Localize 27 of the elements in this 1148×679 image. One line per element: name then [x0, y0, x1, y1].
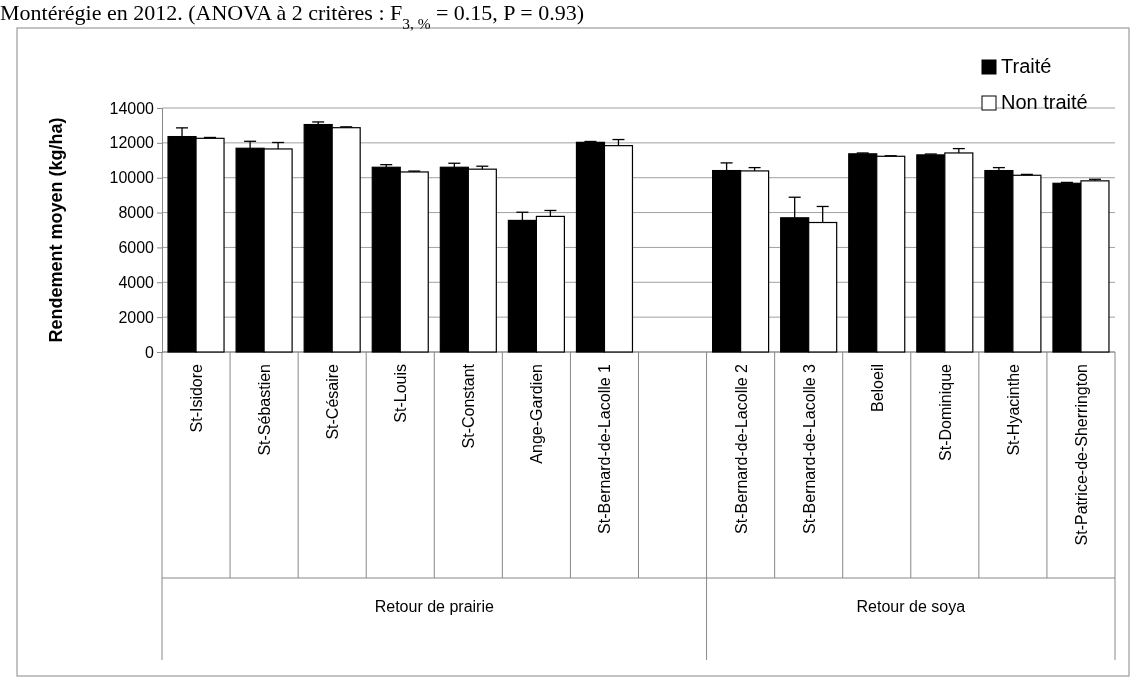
x-tick-label: St-Bernard-de-Lacolle 3 — [800, 363, 818, 534]
text: Retour de soya — [856, 598, 966, 615]
y-tick-label: 6000 — [118, 239, 155, 257]
x-tick-label: St-Hyacinthe — [1004, 363, 1022, 456]
text: Retour de prairie — [374, 598, 494, 615]
x-tick-label: St-Sébastien — [256, 364, 274, 456]
y-tick-label: 4000 — [118, 273, 155, 291]
y-tick-label: 10000 — [109, 169, 155, 187]
y-tick-label: 12000 — [109, 134, 155, 152]
x-tick-label: St-Isidore — [188, 363, 206, 433]
x-tick-label: St-Louis — [392, 364, 410, 423]
x-tick-label: St-Constant — [460, 363, 478, 449]
x-tick-label: St-Bernard-de-Lacolle 2 — [732, 363, 750, 534]
y-tick-label: 14000 — [109, 99, 155, 117]
y-axis-title: Rendement moyen (kg/ha) — [46, 117, 66, 343]
x-tick-label: Ange-Gardien — [528, 364, 546, 464]
y-tick-label: 0 — [145, 343, 155, 361]
y-tick-label: 2000 — [118, 308, 155, 326]
legend-label: Non traité — [1001, 91, 1088, 113]
x-tick-label: St-Bernard-de-Lacolle 1 — [596, 363, 614, 534]
legend-label: Traité — [1001, 55, 1052, 77]
x-tick-label: St-Dominique — [936, 363, 954, 461]
x-tick-label: St-Patrice-de-Sherrington — [1072, 364, 1090, 546]
chart-title: Montérégie en 2012. (ANOVA à 2 critères : F$_{3, %}$ = 0.15, P = 0.93) — [0, 0, 585, 32]
x-tick-label: St-Césaire — [324, 363, 342, 440]
y-tick-label: 8000 — [118, 204, 155, 222]
x-tick-label: Beloeil — [868, 364, 886, 413]
